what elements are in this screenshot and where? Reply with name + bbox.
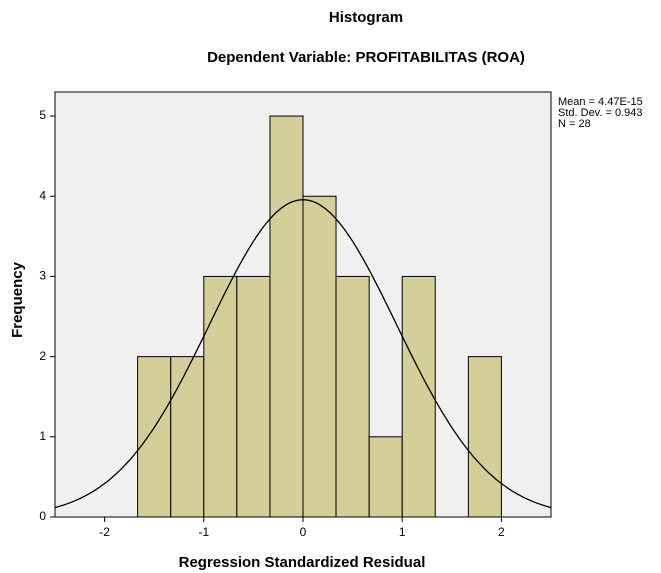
y-tick-label: 3	[39, 269, 46, 283]
y-tick-label: 1	[39, 429, 46, 443]
bar	[236, 275, 271, 518]
y-tick-label: 5	[39, 108, 46, 122]
bar	[203, 275, 238, 518]
x-tick-label: -2	[99, 525, 110, 539]
stat-label: Std. Dev. = 0.943	[558, 107, 643, 119]
x-tick-label: -1	[198, 525, 209, 539]
x-tick-label: 1	[399, 525, 406, 539]
chart-subtitle: Dependent Variable: PROFITABILITAS (ROA)	[207, 49, 525, 66]
bar	[335, 275, 370, 518]
bar	[170, 356, 205, 518]
normal-curve	[54, 199, 552, 509]
x-tick-label: 0	[300, 525, 307, 539]
x-tick-label: 2	[498, 525, 505, 539]
bar	[269, 115, 304, 518]
y-tick-label: 2	[39, 349, 46, 363]
bar	[401, 275, 436, 518]
y-axis-title: Frequency	[9, 261, 26, 338]
stat-label: N = 28	[558, 118, 591, 130]
y-tick-label: 4	[39, 188, 46, 202]
chart-title: Histogram	[329, 9, 403, 26]
plot-frame	[54, 91, 552, 518]
x-axis-title: Regression Standardized Residual	[179, 554, 426, 571]
stat-label: Mean = 4.47E-15	[558, 96, 643, 108]
bar	[137, 356, 172, 518]
bar	[368, 436, 403, 518]
bar	[467, 356, 502, 518]
bar	[302, 195, 337, 518]
y-tick-label: 0	[39, 509, 46, 523]
